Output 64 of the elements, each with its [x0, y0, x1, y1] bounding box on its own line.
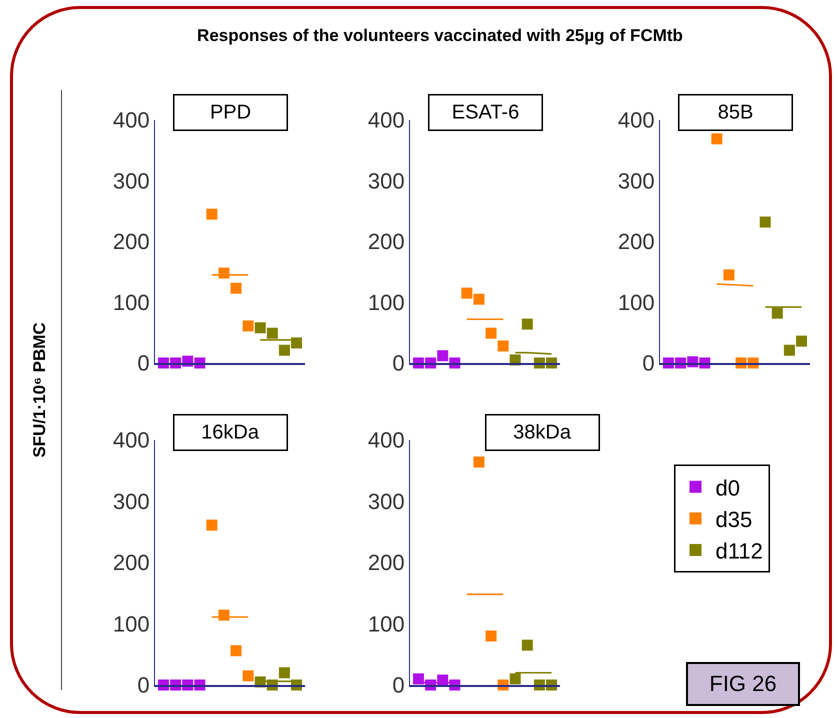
caption: FIG 26 — [686, 662, 800, 706]
point — [437, 350, 448, 362]
y-tick-label: 100 — [368, 611, 405, 636]
y-tick-label: 0 — [137, 672, 150, 698]
legend-label: d35 — [716, 506, 752, 532]
point — [266, 328, 278, 339]
y-tick-label: 400 — [618, 108, 655, 133]
point — [230, 645, 242, 656]
legend-label: d112 — [716, 538, 763, 564]
y-tick-label: 400 — [368, 428, 405, 453]
y-tick-label: 0 — [392, 672, 405, 698]
text: SFU/1·10⁶ PBMC — [30, 322, 50, 458]
point — [473, 294, 484, 305]
chart-title: 38kDa — [513, 422, 572, 444]
point — [784, 344, 795, 356]
y-tick-label: 200 — [112, 550, 150, 576]
point — [772, 308, 783, 319]
point — [711, 133, 722, 144]
legend-label: d0 — [716, 475, 740, 500]
chart-title: 85B — [718, 102, 754, 124]
y-tick-label: 400 — [368, 108, 405, 133]
point — [278, 667, 290, 678]
point — [498, 340, 509, 352]
point — [242, 670, 254, 682]
point — [242, 320, 254, 332]
point — [760, 216, 771, 228]
point — [796, 336, 808, 347]
point — [522, 318, 533, 330]
y-tick-label: 300 — [618, 168, 655, 194]
point — [461, 288, 472, 299]
point — [486, 328, 497, 339]
y-tick-label: 300 — [368, 168, 405, 194]
y-tick-label: 400 — [112, 108, 150, 133]
y-tick-label: 200 — [112, 229, 150, 254]
point — [510, 673, 521, 684]
point — [230, 282, 242, 294]
y-tick-label: 0 — [642, 350, 655, 376]
y-tick-label: 200 — [618, 229, 655, 254]
y-tick-label: 200 — [368, 229, 405, 254]
y-tick-label: 300 — [368, 488, 405, 514]
y-tick-label: 0 — [137, 350, 150, 376]
y-tick-label: 400 — [112, 428, 150, 453]
y-tick-label: 100 — [112, 290, 150, 315]
point — [254, 322, 266, 334]
point — [723, 269, 734, 280]
point — [522, 640, 533, 651]
y-tick-label: 300 — [112, 168, 150, 194]
point — [278, 344, 290, 356]
chart-title: 16kDa — [201, 422, 260, 444]
chart-title: ESAT-6 — [452, 102, 520, 124]
point — [206, 208, 218, 220]
chart-title: PPD — [210, 102, 252, 124]
point — [486, 630, 497, 642]
y-tick-label: 100 — [618, 290, 655, 315]
text: Responses of the volunteers vaccinated with 25µg of FCMtb — [196, 26, 684, 46]
point — [412, 673, 424, 684]
y-tick-label: 200 — [368, 550, 405, 576]
point — [206, 520, 218, 531]
point — [291, 337, 302, 348]
y-tick-label: 300 — [112, 488, 150, 514]
point — [473, 456, 484, 468]
y-tick-label: 0 — [392, 350, 405, 376]
y-tick-label: 100 — [368, 290, 405, 315]
y-tick-label: 100 — [112, 611, 150, 636]
